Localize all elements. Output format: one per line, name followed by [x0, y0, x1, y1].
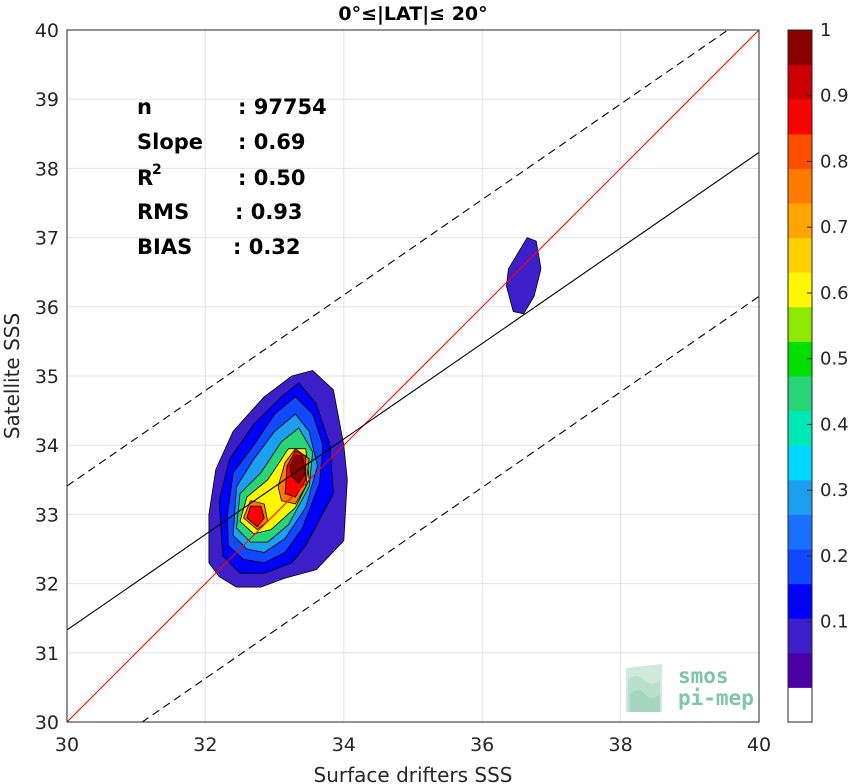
y-tick-label: 31: [35, 643, 59, 665]
colorbar-segment: [788, 168, 812, 204]
colorbar-segment: [788, 618, 812, 654]
upper-bound-line: [67, 30, 729, 487]
x-tick-label: 34: [332, 734, 356, 756]
colorbar-tick-label: 0.4: [820, 414, 849, 435]
stat-value: : 0.32: [233, 235, 301, 259]
colorbar-segment: [788, 133, 812, 169]
colorbar-segment: [788, 549, 812, 585]
stat-value: : 97754: [238, 95, 327, 119]
regression-line: [67, 152, 759, 631]
statistics-block: n : 97754 Slope : 0.69 R2 : 0.50 RMS : 0.93 BIAS…: [137, 95, 327, 259]
colorbar-segment: [788, 99, 812, 135]
colorbar-segment: [788, 445, 812, 481]
y-axis-label: Satellite SSS: [0, 313, 24, 439]
y-tick-label: 33: [35, 504, 59, 526]
y-tick-label: 36: [35, 297, 59, 319]
density-cluster: [208, 370, 348, 588]
x-tick-label: 40: [747, 734, 771, 756]
colorbar-tick-label: 0.7: [820, 217, 849, 238]
colorbar-tick-label: 1: [820, 20, 831, 41]
reference-lines: [67, 30, 759, 722]
y-tick-label: 38: [35, 158, 59, 180]
plot-frame: [66, 29, 760, 723]
colorbar-segment: [788, 514, 812, 550]
colorbar-segment: [788, 410, 812, 446]
colorbar: 0.1 0.2 0.3 0.4 0.5 0.6 0.7 0.8 0.9 1: [787, 20, 849, 723]
colorbar-tick-label: 0.5: [820, 349, 849, 370]
x-tick-label: 30: [55, 734, 79, 756]
colorbar-tick-label: 0.3: [820, 480, 849, 501]
stat-label: n: [137, 95, 152, 119]
stat-label: Slope: [137, 130, 203, 154]
colorbar-frame: [787, 29, 813, 723]
colorbar-segment: [788, 203, 812, 239]
logo-waves-icon: [626, 664, 662, 712]
y-axis-ticks: 30 31 32 33 34 35 36 37 38 39 40: [35, 20, 59, 734]
colorbar-segment: [788, 237, 812, 273]
density-cluster: [505, 237, 542, 315]
stat-label: BIAS: [137, 235, 192, 259]
colorbar-tick-label: 0.9: [820, 86, 849, 107]
lower-bound-line: [141, 295, 759, 722]
x-tick-label: 36: [470, 734, 494, 756]
contour-level-0-95: [289, 455, 307, 484]
contour-level-0-8: [246, 505, 265, 528]
colorbar-tick-label: 0.1: [820, 612, 849, 633]
x-axis-ticks: 30 32 34 36 38 40: [55, 734, 771, 756]
x-tick-label: 32: [193, 734, 217, 756]
y-tick-label: 30: [35, 712, 59, 734]
stat-superscript: 2: [152, 162, 162, 178]
x-axis-label: Surface drifters SSS: [314, 763, 513, 784]
chart-title: 0°≤|LAT|≤ 20°: [338, 3, 487, 25]
colorbar-tick-label: 0.8: [820, 151, 849, 172]
stat-value: : 0.69: [238, 130, 306, 154]
stat-label: R: [137, 166, 153, 190]
identity-line: [67, 30, 759, 722]
y-tick-label: 37: [35, 228, 59, 250]
colorbar-segment: [788, 64, 812, 100]
colorbar-segment: [788, 479, 812, 515]
colorbar-tick-label: 0.6: [820, 283, 849, 304]
colorbar-segment: [788, 583, 812, 619]
y-tick-label: 34: [35, 435, 59, 457]
logo-line-1: smos: [678, 664, 729, 688]
colorbar-segment: [788, 376, 812, 412]
y-tick-label: 40: [35, 20, 59, 42]
stat-label: RMS: [137, 200, 189, 224]
colorbar-tick-label: 0.2: [820, 546, 849, 567]
stat-value: : 0.50: [238, 166, 306, 190]
y-tick-label: 39: [35, 89, 59, 111]
colorbar-segment: [788, 306, 812, 342]
colorbar-segment: [788, 30, 812, 66]
stat-value: : 0.93: [235, 200, 303, 224]
contour-level-0-05: [505, 237, 542, 315]
smos-pi-mep-logo: smos pi-mep: [626, 664, 754, 712]
colorbar-segment: [788, 687, 812, 723]
colorbar-segment: [788, 272, 812, 308]
logo-line-2: pi-mep: [678, 686, 754, 710]
density-contours: [208, 237, 542, 588]
colorbar-segment: [788, 652, 812, 688]
y-tick-label: 32: [35, 574, 59, 596]
y-tick-label: 35: [35, 366, 59, 388]
x-tick-label: 38: [609, 734, 633, 756]
